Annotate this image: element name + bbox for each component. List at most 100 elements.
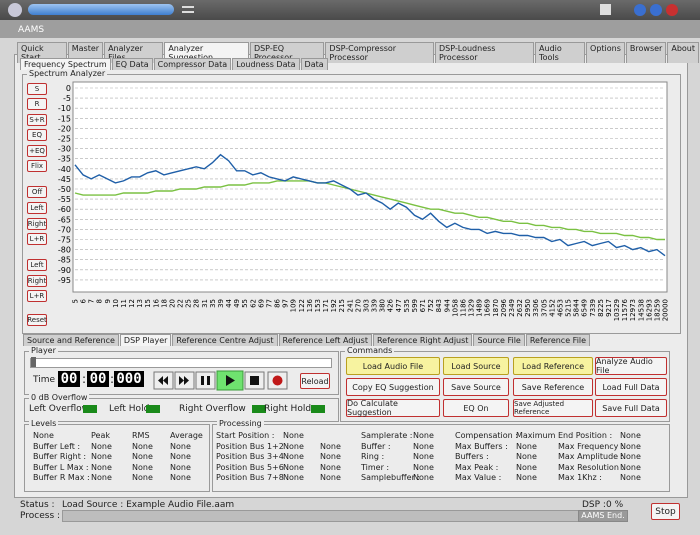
x-tick-label: 2349: [508, 299, 516, 317]
command-button[interactable]: Load Full Data: [595, 378, 667, 396]
command-button[interactable]: Save Full Data: [595, 399, 667, 417]
tab[interactable]: DSP Player: [119, 334, 172, 346]
processing-cell: None: [516, 462, 537, 472]
window-button[interactable]: [600, 4, 611, 15]
x-tick-label: 6: [80, 298, 88, 303]
x-tick-label: 136: [306, 298, 314, 312]
channel-button[interactable]: +EQ: [27, 145, 47, 157]
tab[interactable]: Master: [67, 42, 104, 63]
channel-button[interactable]: L+R: [27, 233, 47, 245]
x-tick-label: 55: [241, 299, 249, 308]
window-button[interactable]: [650, 4, 662, 16]
command-button[interactable]: Load Reference: [513, 357, 593, 375]
x-tick-label: 599: [411, 299, 419, 312]
levels-cell: None: [132, 473, 153, 483]
x-tick-label: 16: [152, 298, 160, 307]
x-tick-label: 171: [322, 299, 330, 312]
command-button[interactable]: Analyze Audio File: [595, 357, 667, 375]
pause-button[interactable]: [195, 371, 216, 390]
window-button[interactable]: [634, 4, 646, 16]
y-tick-label: 0: [66, 84, 71, 93]
stop-button[interactable]: Stop: [651, 503, 680, 520]
tab[interactable]: About: [667, 42, 699, 63]
tab[interactable]: Data: [300, 58, 328, 70]
x-tick-label: 10329: [613, 299, 621, 321]
y-tick-label: -50: [58, 185, 71, 194]
command-button[interactable]: Load Audio File: [346, 357, 440, 375]
levels-cell: RMS: [132, 431, 150, 440]
tab[interactable]: Compressor Data: [153, 58, 232, 70]
channel-button[interactable]: S: [27, 83, 47, 95]
slider-thumb[interactable]: [31, 357, 36, 367]
levels-group: Levels: [24, 419, 210, 492]
tab[interactable]: Loudness Data: [232, 58, 300, 70]
processing-cell: None: [283, 462, 304, 472]
x-tick-label: 1186: [459, 298, 467, 316]
channel-button[interactable]: Right: [27, 218, 47, 230]
processing-cell: None: [413, 431, 434, 440]
overflow-label: Right Overflow: [179, 404, 246, 414]
command-button[interactable]: EQ On: [443, 399, 509, 417]
reload-button[interactable]: Reload: [300, 373, 330, 389]
x-tick-label: 18: [160, 299, 168, 308]
processing-cell: Max Peak :: [455, 462, 499, 472]
tab[interactable]: Frequency Spectrum: [20, 58, 111, 70]
command-button[interactable]: Save Reference: [513, 378, 593, 396]
channel-button[interactable]: Reset: [27, 314, 47, 326]
processing-cell: None: [283, 452, 304, 462]
channel-button[interactable]: R: [27, 98, 47, 110]
forward-button[interactable]: [174, 371, 195, 390]
stop-button[interactable]: [244, 371, 265, 390]
command-button[interactable]: Save Source: [443, 378, 509, 396]
processing-cell: None: [283, 441, 304, 451]
tab[interactable]: DSP-EQ Processor: [249, 42, 325, 63]
record-button[interactable]: [267, 371, 288, 390]
processing-cell: None: [320, 452, 341, 462]
processing-cell: None: [620, 462, 641, 472]
menu-icon[interactable]: [182, 6, 194, 13]
close-button[interactable]: [666, 4, 678, 16]
command-button[interactable]: Save Adjusted Reference: [513, 399, 593, 417]
channel-button[interactable]: Left: [27, 259, 47, 271]
channel-button[interactable]: L+R: [27, 290, 47, 302]
tab[interactable]: DSP-Compressor Processor: [325, 42, 434, 63]
processing-cell: None: [620, 431, 641, 440]
tab[interactable]: Reference Right Adjust: [372, 334, 473, 346]
tab[interactable]: Audio Tools: [535, 42, 586, 63]
position-slider[interactable]: [30, 358, 332, 368]
processing-cell: None: [620, 441, 641, 451]
command-button[interactable]: Do Calculate Suggestion: [346, 399, 440, 417]
tab[interactable]: Analyzer Files: [104, 42, 164, 63]
x-tick-label: 35: [209, 299, 217, 308]
levels-cell: None: [132, 452, 153, 462]
group-title: Player: [29, 346, 58, 355]
command-button[interactable]: Load Source: [443, 357, 509, 375]
tab[interactable]: EQ Data: [111, 58, 153, 70]
tab[interactable]: Source and Reference: [23, 334, 119, 346]
channel-button[interactable]: Right: [27, 275, 47, 287]
rewind-button[interactable]: [153, 371, 174, 390]
channel-button[interactable]: S+R: [27, 114, 47, 126]
processing-cell: Max Resolution :: [558, 462, 625, 472]
tab[interactable]: Reference Centre Adjust: [172, 334, 278, 346]
processing-cell: None: [516, 473, 537, 483]
x-tick-label: 4653: [556, 299, 564, 317]
command-button[interactable]: Copy EQ Suggestion: [346, 378, 440, 396]
channel-button[interactable]: Left: [27, 202, 47, 214]
play-button[interactable]: [216, 370, 244, 391]
time-separator: :: [82, 372, 87, 386]
channel-button[interactable]: EQ: [27, 129, 47, 141]
spectrum-chart: 0-5-10-15-20-25-30-35-40-45-50-55-60-65-…: [58, 81, 670, 321]
tab[interactable]: Quick Start: [17, 42, 67, 63]
tab[interactable]: DSP-Loudness Processor: [435, 42, 535, 63]
tab[interactable]: Analyzer Suggestion: [164, 42, 249, 63]
y-tick-label: -45: [58, 175, 71, 184]
channel-button[interactable]: Flix: [27, 160, 47, 172]
tab[interactable]: Reference File: [525, 334, 591, 346]
tab[interactable]: Options: [586, 42, 625, 63]
channel-button[interactable]: Off: [27, 186, 47, 198]
tab[interactable]: Reference Left Adjust: [278, 334, 372, 346]
tab[interactable]: Source File: [473, 334, 525, 346]
tab[interactable]: Browser: [625, 42, 667, 63]
levels-cell: None: [91, 462, 112, 472]
